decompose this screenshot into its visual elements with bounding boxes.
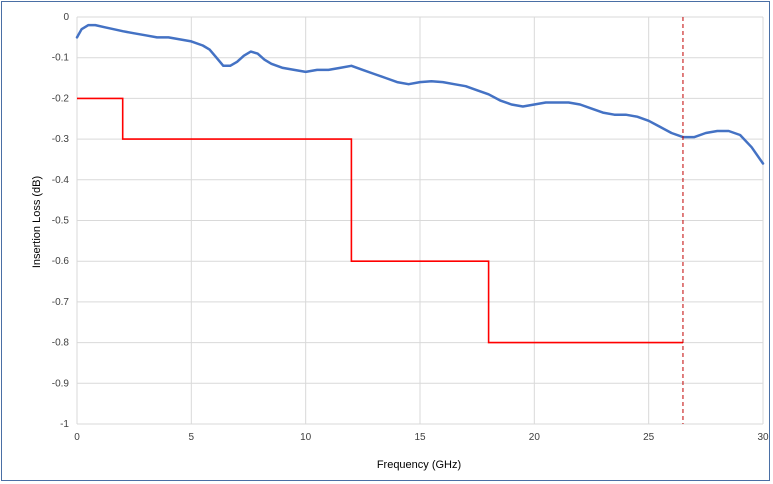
x-tick-label: 20 (529, 432, 541, 443)
y-tick-label: -0.4 (52, 175, 70, 186)
y-axis-title: Insertion Loss (dB) (31, 176, 43, 268)
x-axis-title: Frequency (GHz) (377, 459, 461, 471)
y-tick-label: -0.1 (52, 53, 70, 64)
x-tick-label: 30 (757, 432, 769, 443)
x-tick-label: 25 (643, 432, 655, 443)
y-tick-label: -0.7 (52, 297, 70, 308)
y-tick-label: -0.3 (52, 134, 70, 145)
y-tick-labels: 0 -0.1 -0.2 -0.3 -0.4 -0.5 -0.6 -0.7 -0.8 -0.9 -1 (52, 12, 70, 430)
specification-limit-line (77, 97, 683, 344)
measured-insertion-loss-line (75, 23, 765, 165)
y-tick-label: 0 (63, 12, 69, 23)
x-tick-labels: 0 5 10 15 20 25 30 (74, 432, 769, 443)
y-tick-label: -0.8 (52, 338, 70, 349)
data-series (75, 17, 765, 424)
y-tick-label: -1 (60, 419, 69, 430)
grid-lines (76, 16, 764, 425)
y-tick-label: -0.5 (52, 216, 70, 227)
x-tick-label: 0 (74, 432, 80, 443)
y-tick-label: -0.9 (52, 378, 70, 389)
x-tick-label: 5 (189, 432, 195, 443)
x-tick-label: 15 (414, 432, 426, 443)
x-tick-label: 10 (300, 432, 312, 443)
y-tick-label: -0.2 (52, 93, 70, 104)
y-tick-label: -0.6 (52, 256, 70, 267)
